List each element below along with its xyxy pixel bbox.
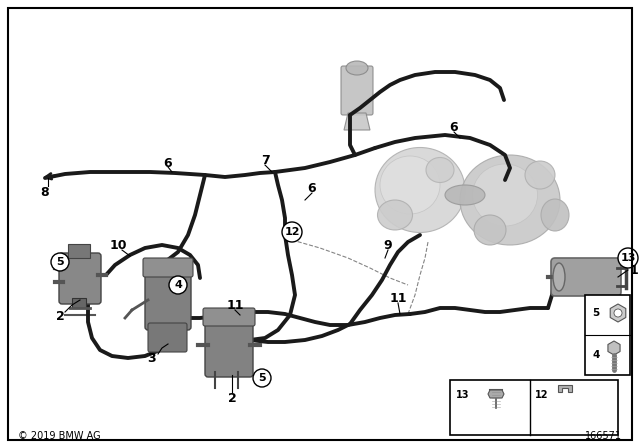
FancyBboxPatch shape bbox=[145, 269, 191, 330]
Ellipse shape bbox=[460, 155, 560, 245]
Text: 4: 4 bbox=[174, 280, 182, 290]
Ellipse shape bbox=[378, 200, 413, 230]
Ellipse shape bbox=[472, 164, 538, 226]
Polygon shape bbox=[344, 113, 370, 130]
Text: 13: 13 bbox=[620, 253, 636, 263]
Text: 1: 1 bbox=[630, 263, 638, 276]
Text: 5: 5 bbox=[56, 257, 64, 267]
Ellipse shape bbox=[474, 215, 506, 245]
FancyBboxPatch shape bbox=[148, 323, 187, 352]
FancyBboxPatch shape bbox=[143, 258, 193, 277]
Text: 4: 4 bbox=[592, 350, 600, 360]
Bar bbox=[450, 380, 618, 435]
Bar bbox=[72, 298, 86, 308]
Ellipse shape bbox=[541, 199, 569, 231]
Text: 12: 12 bbox=[284, 227, 300, 237]
Text: 5: 5 bbox=[593, 308, 600, 318]
Ellipse shape bbox=[553, 263, 565, 291]
Text: 6: 6 bbox=[308, 181, 316, 194]
Ellipse shape bbox=[375, 147, 465, 233]
Polygon shape bbox=[488, 390, 504, 398]
Text: 6: 6 bbox=[450, 121, 458, 134]
Circle shape bbox=[614, 309, 622, 317]
FancyBboxPatch shape bbox=[551, 258, 621, 296]
FancyBboxPatch shape bbox=[205, 319, 253, 377]
FancyBboxPatch shape bbox=[59, 253, 101, 304]
Ellipse shape bbox=[426, 158, 454, 182]
Text: © 2019 BMW AG: © 2019 BMW AG bbox=[18, 431, 100, 441]
Text: 166571: 166571 bbox=[585, 431, 622, 441]
Text: 7: 7 bbox=[260, 154, 269, 167]
Circle shape bbox=[51, 253, 69, 271]
Text: 9: 9 bbox=[384, 238, 392, 251]
Circle shape bbox=[618, 248, 638, 268]
Text: 8: 8 bbox=[41, 185, 49, 198]
Text: 6: 6 bbox=[164, 156, 172, 169]
Ellipse shape bbox=[445, 185, 485, 205]
Text: 11: 11 bbox=[227, 298, 244, 311]
Polygon shape bbox=[558, 385, 572, 392]
Text: 2: 2 bbox=[56, 310, 65, 323]
Text: 13: 13 bbox=[456, 390, 470, 400]
Text: 2: 2 bbox=[228, 392, 236, 405]
Text: 3: 3 bbox=[148, 352, 156, 365]
Ellipse shape bbox=[346, 61, 368, 75]
Text: 10: 10 bbox=[109, 238, 127, 251]
FancyBboxPatch shape bbox=[203, 308, 255, 326]
Bar bbox=[585, 295, 630, 375]
Circle shape bbox=[253, 369, 271, 387]
Ellipse shape bbox=[525, 161, 555, 189]
Ellipse shape bbox=[380, 156, 440, 214]
Text: 12: 12 bbox=[535, 390, 548, 400]
Bar bbox=[68, 244, 90, 258]
FancyBboxPatch shape bbox=[341, 66, 373, 115]
Circle shape bbox=[169, 276, 187, 294]
Text: 5: 5 bbox=[258, 373, 266, 383]
Circle shape bbox=[282, 222, 302, 242]
Text: 11: 11 bbox=[389, 292, 407, 305]
